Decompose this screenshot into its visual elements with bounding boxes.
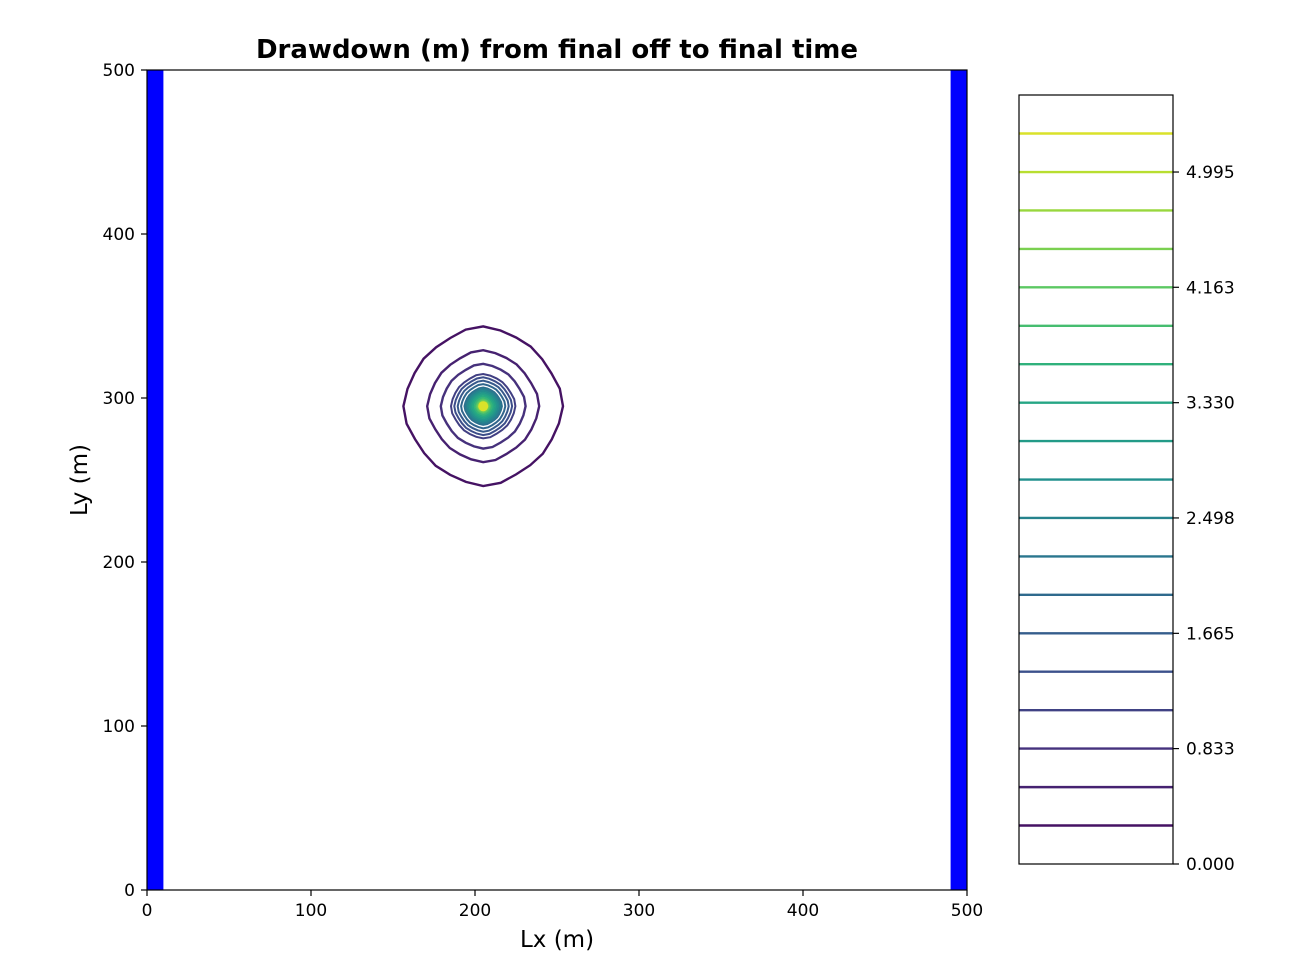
y-axis-label: Ly (m) — [67, 444, 93, 516]
contour-line — [466, 389, 500, 423]
boundary-strip-left — [147, 70, 164, 890]
contour-lines — [402, 325, 565, 488]
contour-line — [449, 372, 517, 440]
contour-line — [453, 376, 514, 437]
y-tick-label: 0 — [124, 881, 135, 901]
contour-line — [470, 393, 497, 420]
x-axis-ticks: 0 100 200 300 400 500 — [142, 890, 983, 921]
y-tick-label: 400 — [103, 225, 135, 245]
x-tick-label: 0 — [142, 901, 153, 921]
contour-line — [439, 362, 527, 450]
contour-line — [463, 386, 503, 426]
colorbar-tick-label: 0.000 — [1186, 855, 1235, 875]
colorbar-tick-label: 4.163 — [1186, 278, 1235, 298]
colorbar-tick-label: 1.665 — [1186, 624, 1235, 644]
plot-background — [147, 70, 967, 890]
colorbar-tick-label: 4.995 — [1186, 163, 1235, 183]
colorbar: 0.000 0.833 1.665 2.498 3.330 4.163 4.995 — [1018, 94, 1235, 875]
contour-line — [425, 348, 541, 464]
x-tick-label: 300 — [623, 901, 655, 921]
x-tick-label: 400 — [787, 901, 819, 921]
y-tick-label: 300 — [103, 389, 135, 409]
colorbar-tick-label: 3.330 — [1186, 394, 1235, 414]
plot-frame — [146, 69, 968, 891]
y-tick-label: 100 — [103, 717, 135, 737]
plot-area: 0 100 200 300 400 500 0 100 200 300 400 500 — [103, 61, 984, 921]
y-tick-label: 200 — [103, 553, 135, 573]
colorbar-ticks: 0.000 0.833 1.665 2.498 3.330 4.163 4.995 — [1173, 163, 1235, 875]
x-tick-label: 200 — [459, 901, 491, 921]
boundary-strips — [147, 70, 967, 890]
contour-line — [456, 379, 510, 433]
chart-title: Drawdown (m) from final off to final tim… — [256, 35, 858, 65]
contour-line — [465, 388, 502, 425]
y-tick-label: 500 — [103, 61, 135, 81]
contour-line — [471, 394, 495, 418]
contour-line — [473, 396, 493, 416]
contour-line — [460, 383, 507, 430]
x-tick-label: 500 — [951, 901, 983, 921]
boundary-strip-right — [950, 70, 967, 890]
contour-core — [478, 401, 489, 412]
colorbar-tick-label: 0.833 — [1186, 740, 1235, 760]
colorbar-tick-label: 2.498 — [1186, 509, 1235, 529]
colorbar-level-lines — [1019, 132, 1173, 827]
x-axis-label: Lx (m) — [520, 927, 594, 953]
x-tick-label: 100 — [295, 901, 327, 921]
contour-line — [402, 325, 565, 488]
contour-line — [468, 391, 498, 421]
colorbar-frame — [1018, 94, 1174, 865]
y-axis-ticks: 0 100 200 300 400 500 — [103, 61, 147, 901]
